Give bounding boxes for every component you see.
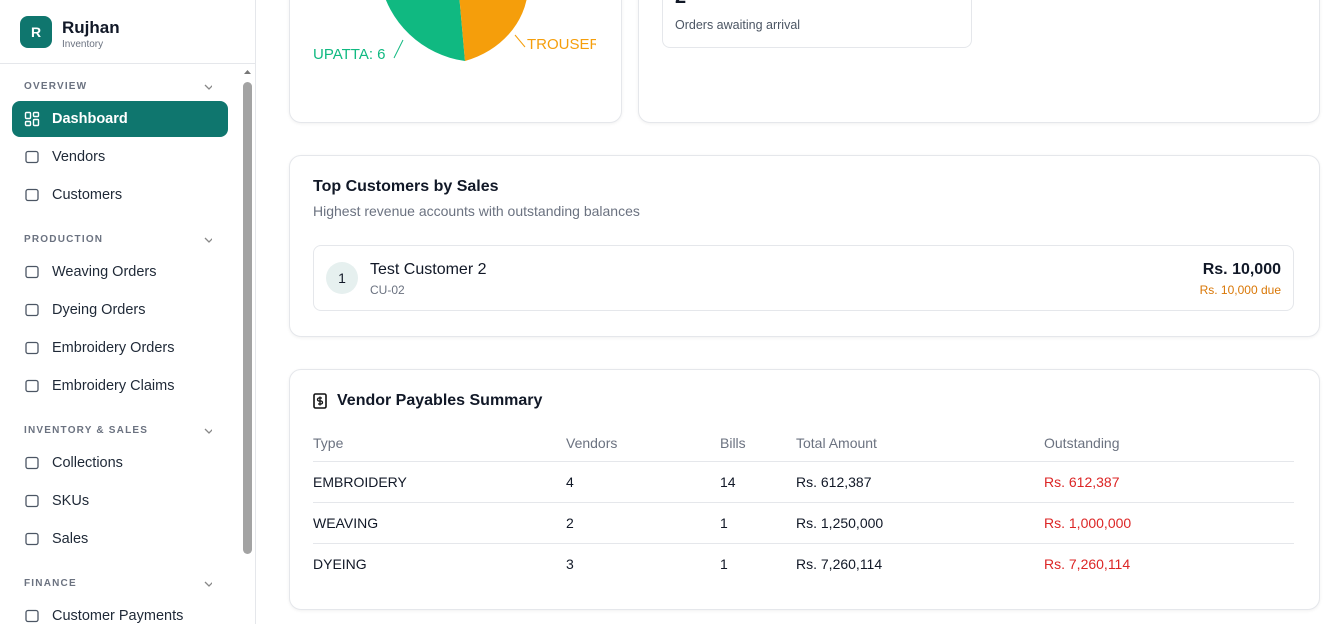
nav-label: Customers <box>52 187 123 203</box>
table-cell: 1 <box>720 556 728 572</box>
top-customers-card <box>289 155 1320 337</box>
nav-icon <box>25 379 39 393</box>
brand-subtitle: Inventory <box>62 39 104 50</box>
stat-box <box>662 0 972 48</box>
customer-name: Test Customer 2 <box>370 261 487 278</box>
nav-icon <box>25 494 39 508</box>
collapse-chevron[interactable] <box>204 580 212 588</box>
nav-label: Embroidery Orders <box>52 340 175 356</box>
leader-line <box>514 34 526 48</box>
section-title: INVENTORY & SALES <box>24 425 149 436</box>
table-cell: DYEING <box>313 556 367 572</box>
customer-code: CU-02 <box>370 283 405 297</box>
card-title: Vendor Payables Summary <box>337 392 543 409</box>
rank-badge: 1 <box>326 262 358 294</box>
customer-row[interactable] <box>313 245 1294 311</box>
nav-label: Weaving Orders <box>52 264 157 280</box>
nav-item[interactable]: Sales <box>12 521 228 557</box>
column-header: Outstanding <box>1044 435 1120 451</box>
stat-caption: Orders awaiting arrival <box>675 18 801 32</box>
nav-label: Vendors <box>52 149 106 165</box>
row-divider <box>313 543 1294 544</box>
table-cell: 2 <box>566 515 574 531</box>
table-cell: 3 <box>566 556 574 572</box>
collapse-chevron[interactable] <box>204 236 212 244</box>
section-title: OVERVIEW <box>24 81 88 92</box>
nav-label: Dyeing Orders <box>52 302 146 318</box>
table-cell: Rs. 1,000,000 <box>1044 515 1132 531</box>
nav-label: SKUs <box>52 493 90 509</box>
column-header: Vendors <box>566 435 618 451</box>
column-header: Type <box>313 435 344 451</box>
nav-item[interactable]: Collections <box>12 445 228 481</box>
table-cell: Rs. 612,387 <box>796 474 872 490</box>
customer-amount: Rs. 10,000 <box>1202 261 1281 278</box>
nav-icon <box>24 111 40 127</box>
vendor-payables-card <box>289 369 1320 610</box>
nav-icon <box>25 456 39 470</box>
scrollbar-thumb[interactable] <box>243 82 252 554</box>
column-header: Bills <box>720 435 746 451</box>
nav-label: Sales <box>52 531 89 547</box>
nav-item[interactable]: Dyeing Orders <box>12 292 228 328</box>
divider <box>0 63 255 64</box>
customer-due: Rs. 10,000 due <box>1199 283 1281 297</box>
nav-icon <box>25 150 39 164</box>
nav-item[interactable]: Customers <box>12 177 228 213</box>
table-cell: 4 <box>566 474 574 490</box>
pie-chart: UPATTA: 6 TROUSER <box>313 0 596 63</box>
collapse-chevron[interactable] <box>204 83 212 91</box>
table-cell: Rs. 612,387 <box>1044 474 1120 490</box>
table-cell: EMBROIDERY <box>313 474 407 490</box>
nav-icon <box>25 609 39 623</box>
card-subtitle: Highest revenue accounts with outstandin… <box>313 203 640 219</box>
sidebar: R Rujhan Inventory OVERVIEW Dashboard Vend… <box>0 0 256 624</box>
row-divider <box>313 502 1294 503</box>
nav-icon <box>25 341 39 355</box>
nav-icon <box>25 532 39 546</box>
table-cell: 14 <box>720 474 736 490</box>
nav-item[interactable]: Weaving Orders <box>12 254 228 290</box>
row-divider <box>313 461 1294 462</box>
table-cell: Rs. 7,260,114 <box>1044 556 1131 572</box>
nav-label: Dashboard <box>52 111 128 127</box>
card-title: Top Customers by Sales <box>313 178 499 195</box>
scroll-arrow[interactable] <box>243 68 252 76</box>
nav-item[interactable]: Customer Payments <box>12 598 228 634</box>
nav-item[interactable]: Dashboard <box>12 101 228 137</box>
stat-value: 2 <box>675 0 686 9</box>
nav-label: Collections <box>52 455 123 471</box>
table-cell: Rs. 7,260,114 <box>796 556 883 572</box>
pie-slice <box>385 0 465 61</box>
section-title: PRODUCTION <box>24 234 104 245</box>
nav-icon <box>25 303 39 317</box>
nav-item[interactable]: SKUs <box>12 483 228 519</box>
table-cell: 1 <box>720 515 728 531</box>
pie-label: TROUSER <box>527 36 596 53</box>
logo: R <box>20 16 52 48</box>
brand: Rujhan <box>62 18 120 37</box>
table-cell: Rs. 1,250,000 <box>796 515 884 531</box>
collapse-chevron[interactable] <box>204 427 212 435</box>
stat-card <box>638 0 1320 123</box>
column-header: Total Amount <box>796 435 877 451</box>
table-cell: WEAVING <box>313 515 379 531</box>
nav-label: Customer Payments <box>52 608 184 624</box>
nav-item[interactable]: Vendors <box>12 139 228 175</box>
section-title: FINANCE <box>24 578 77 589</box>
leader-line <box>393 39 404 59</box>
pie-label: UPATTA: 6 <box>313 46 386 63</box>
nav-icon <box>25 188 39 202</box>
pie-slice <box>459 0 527 61</box>
icon <box>313 393 327 409</box>
nav-item[interactable]: Embroidery Orders <box>12 330 228 366</box>
nav-icon <box>25 265 39 279</box>
nav-item[interactable]: Embroidery Claims <box>12 368 228 404</box>
nav-label: Embroidery Claims <box>52 378 175 394</box>
